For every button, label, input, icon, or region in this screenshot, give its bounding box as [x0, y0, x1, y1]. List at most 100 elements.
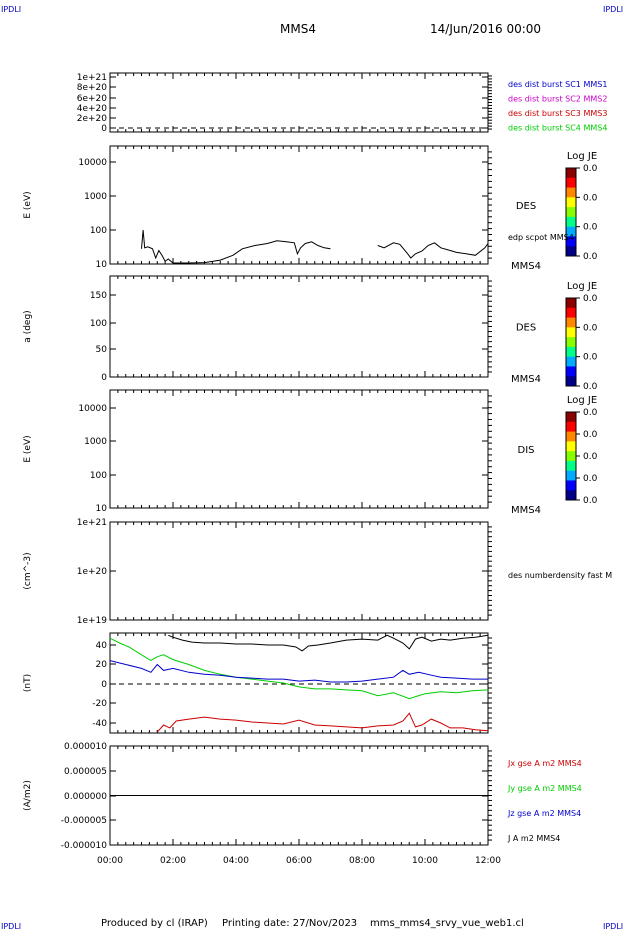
colorbar-segment [566, 490, 576, 501]
footer-produced-by: Produced by cl (IRAP) [101, 918, 208, 929]
ytick-label: 1000 [84, 437, 107, 447]
colorbar-segment [566, 421, 576, 433]
colorbar-tick-label: 0.0 [583, 353, 598, 363]
colorbar-segment [566, 431, 576, 442]
corner-label-bottom-right: IPDLI [603, 922, 624, 931]
ytick-label: 0 [101, 680, 107, 690]
ytick-label: 0.000000 [64, 792, 107, 802]
series-line [109, 660, 488, 683]
right-label-des-pitch-angle: DES [516, 323, 536, 334]
colorbar-segment [566, 356, 576, 367]
xtick-label: 08:00 [349, 856, 375, 866]
ytick-label: 4e+20 [77, 104, 108, 114]
bottom-right-label-des-energy-spectrogram: MMS4 [511, 261, 541, 272]
legend-entry: des numberdensity fast M [508, 571, 612, 580]
colorbar-tick-label: 0.0 [583, 382, 598, 392]
ytick-label: 10000 [78, 158, 107, 168]
footer-script-name: mms_mms4_srvy_vue_web1.cl [370, 918, 524, 929]
colorbar-segment [566, 412, 576, 423]
legend-entry: Jx gse A m2 MMS4 [507, 759, 582, 768]
plot-datetime: 14/Jun/2016 00:00 [430, 22, 542, 36]
ytick-label: 1e+21 [77, 73, 107, 83]
footer-printing-date: Printing date: 27/Nov/2023 [222, 918, 358, 929]
spacecraft-title: MMS4 [280, 22, 316, 36]
ytick-label: 1e+20 [77, 567, 108, 577]
ytick-label: 20 [96, 660, 108, 670]
colorbar-segment [566, 216, 576, 228]
ytick-label: 6e+20 [77, 94, 108, 104]
ytick-label: 10 [96, 260, 108, 270]
legend-entry: J A m2 MMS4 [507, 834, 560, 843]
xtick-label: 10:00 [412, 856, 438, 866]
colorbar-segment [566, 366, 576, 377]
ytick-label: 100 [90, 226, 107, 236]
colorbar-segment [566, 307, 576, 319]
colorbar-segment [566, 236, 576, 247]
colorbar-tick-label: 0.0 [583, 193, 598, 203]
ytick-label: 1e+21 [77, 518, 107, 528]
series-line [109, 637, 489, 700]
colorbar-segment [566, 441, 576, 452]
ylabel-des-pitch-angle: a (deg) [23, 310, 33, 342]
series-line [168, 634, 489, 652]
colorbar-tick-label: 0.0 [583, 496, 598, 506]
colorbar-segment [566, 168, 576, 179]
panel-frame-dis-energy-spectrogram [109, 389, 489, 509]
ytick-label: 10000 [78, 404, 107, 414]
colorbar-segment [566, 187, 576, 198]
ytick-label: 40 [96, 641, 108, 651]
panel-frame-burst-availability [109, 72, 489, 133]
panel-frame-des-energy-spectrogram [109, 145, 489, 265]
ytick-label: 150 [90, 291, 107, 301]
right-label-des-energy-spectrogram: DES [516, 201, 536, 212]
colorbar-title: Log JE [567, 151, 597, 162]
colorbar-segment [566, 317, 576, 328]
legend-entry: des dist burst SC2 MMS2 [508, 95, 607, 104]
panel-frame-magnetic-field [109, 632, 489, 734]
ylabel-density: (cm^-3) [23, 552, 33, 589]
ylabel-des-energy-spectrogram: E (eV) [23, 191, 33, 218]
corner-label-bottom-left: IPDLI [1, 922, 22, 931]
colorbar-segment [566, 451, 576, 462]
colorbar-tick-label: 0.0 [583, 430, 598, 440]
colorbar-segment [566, 346, 576, 358]
right-label-dis-energy-spectrogram: DIS [518, 445, 535, 456]
ytick-label: 2e+20 [77, 114, 108, 124]
ytick-label: 0 [101, 373, 107, 383]
ylabel-current-density: (A/m2) [23, 780, 33, 811]
ytick-label: -40 [92, 719, 107, 729]
ytick-label: 10 [96, 504, 108, 514]
colorbar-frame [565, 167, 577, 257]
colorbar-segment [566, 337, 576, 348]
ytick-label: -20 [92, 699, 107, 709]
series-line [141, 229, 331, 264]
colorbar-frame [565, 297, 577, 387]
colorbar-tick-label: 0.0 [583, 408, 598, 418]
ylabel-magnetic-field: (nT) [23, 674, 33, 692]
series-line [377, 242, 489, 259]
xtick-label: 02:00 [160, 856, 186, 866]
colorbar-segment [566, 470, 576, 481]
ytick-label: 8e+20 [77, 83, 108, 93]
bottom-right-label-des-pitch-angle: MMS4 [511, 374, 541, 385]
xtick-label: 12:00 [475, 856, 501, 866]
legend-entry: des dist burst SC3 MMS3 [508, 109, 607, 118]
ytick-label: 0.000010 [64, 742, 107, 752]
colorbar-segment [566, 226, 576, 237]
colorbar-segment [566, 298, 576, 309]
colorbar-tick-label: 0.0 [583, 252, 598, 262]
colorbar-segment [566, 480, 576, 491]
colorbar-segment [566, 177, 576, 189]
colorbar-title: Log JE [567, 395, 597, 406]
ytick-label: 100 [90, 471, 107, 481]
line-label: edp scpot MMS4 [508, 233, 574, 242]
ytick-label: 0 [101, 124, 107, 134]
colorbar-tick-label: 0.0 [583, 223, 598, 233]
xtick-label: 00:00 [97, 856, 123, 866]
ytick-label: -0.000010 [61, 841, 107, 851]
ytick-label: 0.000005 [64, 767, 107, 777]
panel-frame-density [109, 521, 489, 621]
colorbar-segment [566, 197, 576, 208]
colorbar-tick-label: 0.0 [583, 294, 598, 304]
